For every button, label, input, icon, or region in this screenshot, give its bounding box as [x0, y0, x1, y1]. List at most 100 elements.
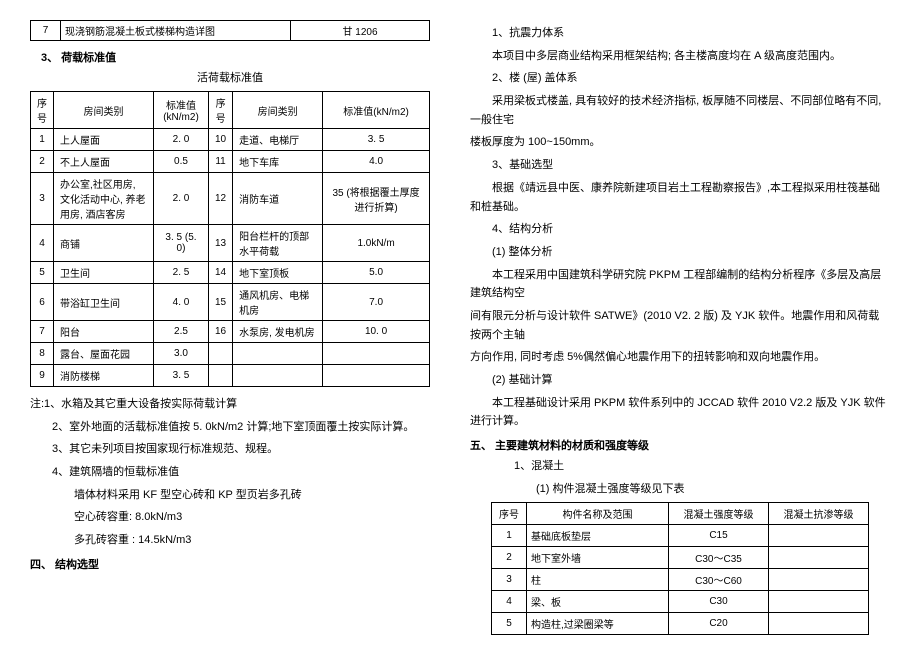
- table-row: [323, 365, 430, 387]
- table-row: 4.0: [323, 151, 430, 173]
- r-5b: (1) 构件混凝土强度等级见下表: [492, 480, 890, 499]
- r-4t: 4、结构分析: [470, 220, 890, 239]
- table-row: [769, 525, 869, 547]
- table-row: C15: [669, 525, 769, 547]
- table-row: 商铺: [54, 225, 154, 262]
- table-row: [323, 343, 430, 365]
- note-6: 空心砖容重: 8.0kN/m3: [52, 508, 430, 527]
- table-row: 4. 0: [154, 284, 209, 321]
- table-row: 8: [31, 343, 54, 365]
- table-row: 2: [31, 151, 54, 173]
- r-4e: (2) 基础计算: [470, 371, 890, 390]
- table-row: 3.0: [154, 343, 209, 365]
- th-room1: 房间类别: [54, 92, 154, 129]
- th-room2: 房间类别: [233, 92, 323, 129]
- table-row: [209, 365, 233, 387]
- r-1t: 1、抗震力体系: [470, 24, 890, 43]
- table-row: 地下室顶板: [233, 262, 323, 284]
- table-row: 15: [209, 284, 233, 321]
- table-row: [209, 343, 233, 365]
- table-row: 消防车道: [233, 173, 323, 225]
- concrete-table: 序号 构件名称及范围 混凝土强度等级 混凝土抗渗等级 1基础底板垫层C15 2地…: [491, 502, 869, 635]
- table-row: 3. 5: [323, 129, 430, 151]
- table-row: [769, 569, 869, 591]
- table-row: 上人屋面: [54, 129, 154, 151]
- cell-code: 甘 1206: [291, 21, 430, 41]
- table-row: 1.0kN/m: [323, 225, 430, 262]
- table-row: 12: [209, 173, 233, 225]
- table-row: 消防楼梯: [54, 365, 154, 387]
- note-3: 3、其它未列项目按国家现行标准规范、规程。: [30, 440, 430, 459]
- table-row: 3: [492, 569, 527, 591]
- table-row: 地下车库: [233, 151, 323, 173]
- r-1: 本项目中多层商业结构采用框架结构; 各主楼高度均在 A 级高度范围内。: [470, 47, 890, 66]
- note-4: 4、建筑隔墙的恒载标准值: [30, 463, 430, 482]
- r-3: 根据《靖远县中医、康养院新建项目岩土工程勘察报告》,本工程拟采用柱筏基础和桩基础…: [470, 179, 890, 216]
- cell-desc: 现浇钢筋混凝土板式楼梯构造详图: [61, 21, 291, 41]
- table-row: 16: [209, 321, 233, 343]
- table-row: 1: [31, 129, 54, 151]
- table-row: 0.5: [154, 151, 209, 173]
- table-row: 构造柱,过梁圈梁等: [527, 613, 669, 635]
- table-row: 3: [31, 173, 54, 225]
- table-row: C30～C60: [669, 569, 769, 591]
- table-row: C30: [669, 591, 769, 613]
- r-4c: 间有限元分析与设计软件 SATWE》(2010 V2. 2 版) 及 YJK 软…: [470, 307, 890, 344]
- table-row: 5: [31, 262, 54, 284]
- r-2b: 楼板厚度为 100~150mm。: [470, 133, 890, 152]
- th-seq1: 序号: [31, 92, 54, 129]
- table-row: 1: [492, 525, 527, 547]
- note-5: 墙体材料采用 KF 型空心砖和 KP 型页岩多孔砖: [52, 486, 430, 505]
- r-4f: 本工程基础设计采用 PKPM 软件系列中的 JCCAD 软件 2010 V2.2…: [470, 394, 890, 431]
- table-row: 阳台栏杆的顶部水平荷载: [233, 225, 323, 262]
- section-4-title: 四、 结构选型: [30, 556, 430, 572]
- table-row: 7.0: [323, 284, 430, 321]
- table-row: C20: [669, 613, 769, 635]
- small-ref-table: 7 现浇钢筋混凝土板式楼梯构造详图 甘 1206: [30, 20, 430, 41]
- table-row: 7: [31, 321, 54, 343]
- t3h1: 序号: [492, 503, 527, 525]
- section-3-title: 3、 荷载标准值: [41, 49, 430, 65]
- table-row: 柱: [527, 569, 669, 591]
- table-row: 办公室,社区用房, 文化活动中心, 养老用房, 酒店客房: [54, 173, 154, 225]
- table-row: 基础底板垫层: [527, 525, 669, 547]
- table-row: 9: [31, 365, 54, 387]
- table-row: [233, 365, 323, 387]
- table-row: 梁、板: [527, 591, 669, 613]
- table-row: 2. 5: [154, 262, 209, 284]
- table-row: [769, 613, 869, 635]
- r-4a: (1) 整体分析: [470, 243, 890, 262]
- table-row: 2.5: [154, 321, 209, 343]
- note-2: 2、室外地面的活载标准值按 5. 0kN/m2 计算;地下室顶面覆土按实际计算。: [30, 418, 430, 437]
- table-row: 5.0: [323, 262, 430, 284]
- table-row: 通风机房、电梯机房: [233, 284, 323, 321]
- table-row: 10: [209, 129, 233, 151]
- table-row: 4: [31, 225, 54, 262]
- cell-num: 7: [31, 21, 61, 41]
- th-seq2: 序号: [209, 92, 233, 129]
- table-row: 6: [31, 284, 54, 321]
- table-row: 35 (将根据覆土厚度进行折算): [323, 173, 430, 225]
- table-row: C30～C35: [669, 547, 769, 569]
- table-row: 2. 0: [154, 173, 209, 225]
- table-row: 2. 0: [154, 129, 209, 151]
- r-4b: 本工程采用中国建筑科学研究院 PKPM 工程部编制的结构分析程序《多层及高层建筑…: [470, 266, 890, 303]
- r-4d: 方向作用, 同时考虑 5%偶然偏心地震作用下的扭转影响和双向地震作用。: [470, 348, 890, 367]
- load-table: 序号 房间类别 标准值 (kN/m2) 序号 房间类别 标准值(kN/m2) 1…: [30, 91, 430, 387]
- th-val1: 标准值 (kN/m2): [154, 92, 209, 129]
- t3h4: 混凝土抗渗等级: [769, 503, 869, 525]
- table-row: 4: [492, 591, 527, 613]
- table-row: 13: [209, 225, 233, 262]
- t3h3: 混凝土强度等级: [669, 503, 769, 525]
- th-val2: 标准值(kN/m2): [323, 92, 430, 129]
- table-row: 3. 5: [154, 365, 209, 387]
- table-row: 3. 5 (5. 0): [154, 225, 209, 262]
- table-row: 14: [209, 262, 233, 284]
- table-row: 走道、电梯厅: [233, 129, 323, 151]
- table-row: [769, 591, 869, 613]
- note-7: 多孔砖容重 : 14.5kN/m3: [52, 531, 430, 550]
- table-row: 地下室外墙: [527, 547, 669, 569]
- table-row: 露台、屋面花园: [54, 343, 154, 365]
- r-2a: 采用梁板式楼盖, 具有较好的技术经济指标, 板厚随不同楼层、不同部位略有不同, …: [470, 92, 890, 129]
- table-row: 11: [209, 151, 233, 173]
